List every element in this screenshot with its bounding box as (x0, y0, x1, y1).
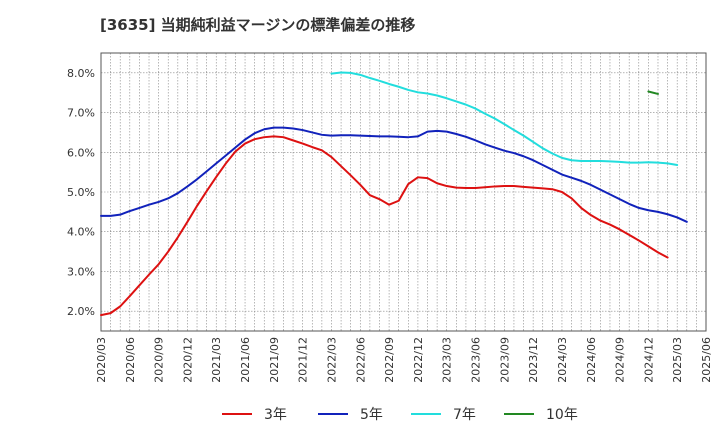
series-line-3年 (100, 135, 669, 317)
series-line-10年 (647, 90, 659, 95)
x-tick-label: 2023/12 (527, 337, 540, 383)
x-tick-label: 2024/03 (556, 337, 569, 383)
y-tick-label: 6.0% (67, 146, 95, 159)
chart-title: [3635] 当期純利益マージンの標準偏差の推移 (100, 16, 415, 34)
legend-label: 10年 (546, 407, 578, 423)
x-tick-label: 2020/06 (124, 337, 137, 383)
x-tick-label: 2025/06 (700, 337, 713, 383)
x-tick-label: 2024/12 (642, 337, 655, 383)
y-axis-ticks: 2.0% 3.0% 4.0% 5.0% 6.0% 7.0% 8.0% (67, 67, 95, 318)
x-tick-label: 2023/09 (498, 337, 511, 383)
x-tick-label: 2021/09 (268, 337, 281, 383)
x-tick-label: 2022/09 (383, 337, 396, 383)
x-tick-label: 2020/03 (95, 337, 108, 383)
x-tick-label: 2020/12 (181, 337, 194, 383)
legend-label: 5年 (360, 407, 383, 423)
legend-label: 7年 (453, 407, 476, 423)
x-tick-label: 2024/09 (614, 337, 627, 383)
series-line-5年 (100, 126, 688, 223)
x-tick-label: 2024/06 (585, 337, 598, 383)
x-tick-label: 2023/03 (441, 337, 454, 383)
plot-border (100, 52, 707, 332)
x-tick-label: 2025/03 (671, 337, 684, 383)
y-tick-label: 3.0% (67, 265, 95, 278)
x-tick-label: 2022/03 (325, 337, 338, 383)
x-tick-label: 2020/09 (153, 337, 166, 383)
y-tick-label: 5.0% (67, 186, 95, 199)
series-lines (100, 71, 688, 317)
x-axis-ticks: 2020/03 2020/06 2020/09 2020/12 2021/03 2021/… (95, 337, 713, 383)
legend: 3年 5年 7年 10年 (222, 407, 578, 423)
y-tick-label: 7.0% (67, 107, 95, 120)
x-tick-label: 2022/06 (354, 337, 367, 383)
y-tick-label: 2.0% (67, 305, 95, 318)
legend-label: 3年 (264, 407, 287, 423)
x-tick-label: 2022/12 (412, 337, 425, 383)
y-tick-label: 4.0% (67, 226, 95, 239)
x-tick-label: 2021/03 (210, 337, 223, 383)
x-tick-label: 2023/06 (470, 337, 483, 383)
y-tick-label: 8.0% (67, 67, 95, 80)
x-tick-label: 2021/06 (239, 337, 252, 383)
x-tick-label: 2021/12 (297, 337, 310, 383)
series-line-7年 (330, 71, 679, 166)
